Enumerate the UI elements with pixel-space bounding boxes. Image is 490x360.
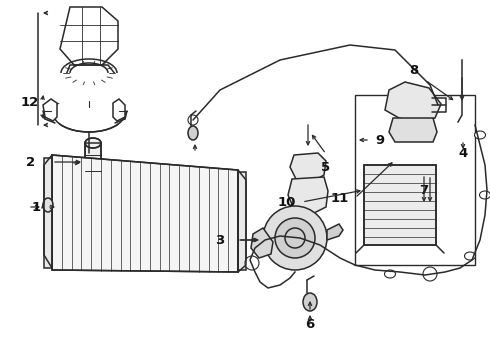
Ellipse shape (474, 131, 486, 139)
Bar (85, 143, 101, 183)
Text: 9: 9 (375, 134, 385, 147)
Bar (364, 165, 436, 245)
Text: 10: 10 (278, 195, 296, 208)
Text: 5: 5 (321, 161, 331, 174)
Text: 3: 3 (216, 234, 224, 247)
Text: 12: 12 (21, 95, 39, 108)
Bar (364, 165, 436, 245)
Bar (238, 172, 246, 270)
Text: 7: 7 (419, 184, 429, 197)
Polygon shape (385, 82, 441, 122)
Text: 2: 2 (26, 156, 36, 168)
Ellipse shape (465, 252, 475, 260)
Text: 6: 6 (305, 319, 315, 332)
Circle shape (263, 206, 327, 270)
Ellipse shape (85, 138, 101, 148)
Ellipse shape (43, 198, 53, 212)
Polygon shape (113, 99, 125, 121)
Ellipse shape (480, 191, 490, 199)
Bar (85, 143, 101, 183)
Bar (44, 158, 52, 268)
Circle shape (275, 218, 315, 258)
Ellipse shape (188, 126, 198, 140)
Text: 11: 11 (331, 192, 349, 204)
Circle shape (423, 267, 437, 281)
Bar (51, 73, 127, 103)
Text: 8: 8 (409, 63, 418, 77)
Polygon shape (290, 153, 326, 183)
Text: 1: 1 (31, 201, 41, 213)
Bar (355, 95, 475, 265)
Ellipse shape (85, 178, 101, 188)
Polygon shape (251, 228, 273, 258)
Polygon shape (43, 99, 57, 121)
Ellipse shape (385, 270, 395, 278)
Polygon shape (52, 155, 238, 272)
Circle shape (245, 256, 259, 270)
Ellipse shape (303, 293, 317, 311)
Polygon shape (288, 177, 328, 215)
Polygon shape (327, 224, 343, 240)
Polygon shape (389, 118, 437, 142)
Circle shape (188, 115, 198, 125)
Text: 4: 4 (458, 147, 467, 159)
